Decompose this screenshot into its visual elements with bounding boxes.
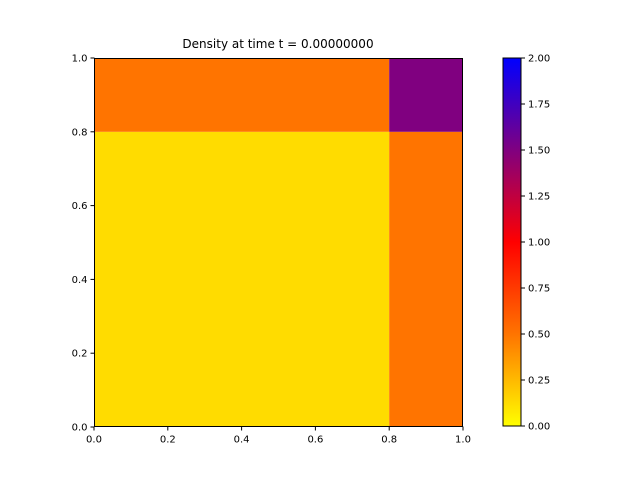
heatmap-cell-0	[94, 131, 390, 428]
y-tick-label: 0.4	[72, 275, 88, 286]
colorbar-ticks: 0.00 0.25 0.50 0.75 1.00 1.25 1.50 1.75 2.00	[521, 54, 550, 433]
colorbar-tick-label: 1.00	[528, 238, 550, 249]
colorbar: 0.00 0.25 0.50 0.75 1.00 1.25 1.50 1.75 2.00	[502, 54, 550, 433]
x-tick-label: 0.2	[160, 435, 176, 446]
x-tick-label: 0.8	[381, 435, 397, 446]
x-tick-label: 0.4	[234, 435, 250, 446]
y-tick-label: 0.6	[72, 201, 88, 212]
colorbar-gradient	[503, 58, 521, 426]
chart-title: Density at time t = 0.00000000	[182, 37, 373, 51]
plot-area	[94, 58, 463, 428]
y-tick-label: 0.0	[72, 423, 88, 434]
x-tick-label: 0.0	[86, 435, 102, 446]
heatmap-cell-2	[94, 58, 390, 132]
colorbar-tick-label: 0.00	[528, 422, 550, 433]
y-tick-label: 1.0	[72, 54, 88, 65]
x-tick-label: 1.0	[455, 435, 471, 446]
heatmap-cell-1	[389, 131, 463, 428]
y-tick-label: 0.8	[72, 127, 88, 138]
colorbar-tick-label: 0.50	[528, 330, 550, 341]
x-tick-label: 0.6	[307, 435, 323, 446]
colorbar-tick-label: 0.25	[528, 376, 550, 387]
plot-frame	[94, 58, 463, 427]
colorbar-tick-label: 2.00	[528, 54, 550, 65]
heatmap-cell-3	[389, 58, 463, 132]
colorbar-tick-label: 1.25	[528, 192, 550, 203]
y-axis: 0.0 0.2 0.4 0.6 0.8 1.0	[72, 54, 95, 434]
colorbar-tick-label: 1.50	[528, 146, 550, 157]
x-axis: 0.0 0.2 0.4 0.6 0.8 1.0	[86, 426, 471, 446]
colorbar-tick-label: 1.75	[528, 100, 550, 111]
y-tick-label: 0.2	[72, 349, 88, 360]
colorbar-tick-label: 0.75	[528, 284, 550, 295]
heatmap-cells	[94, 58, 463, 428]
